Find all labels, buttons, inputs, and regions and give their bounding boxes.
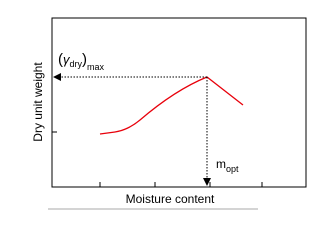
paren: ( — [58, 51, 63, 68]
diagram: (γdry)max mopt Moisture content Dry unit… — [31, 17, 307, 210]
subscript: max — [87, 62, 105, 72]
plot-frame — [51, 17, 307, 188]
subscript: opt — [226, 164, 239, 174]
subscript: dry — [70, 59, 83, 69]
compaction-curve — [99, 76, 244, 135]
max-dry-unit-weight-label: (γdry)max — [58, 51, 105, 72]
optimum-moisture-label: mopt — [216, 157, 239, 174]
symbol: m — [216, 157, 226, 171]
symbol: γ — [63, 52, 71, 67]
y-axis-label: Dry unit weight — [31, 62, 45, 142]
ticks — [52, 131, 263, 187]
paren: ) — [82, 51, 87, 68]
x-axis-label: Moisture content — [126, 192, 215, 206]
